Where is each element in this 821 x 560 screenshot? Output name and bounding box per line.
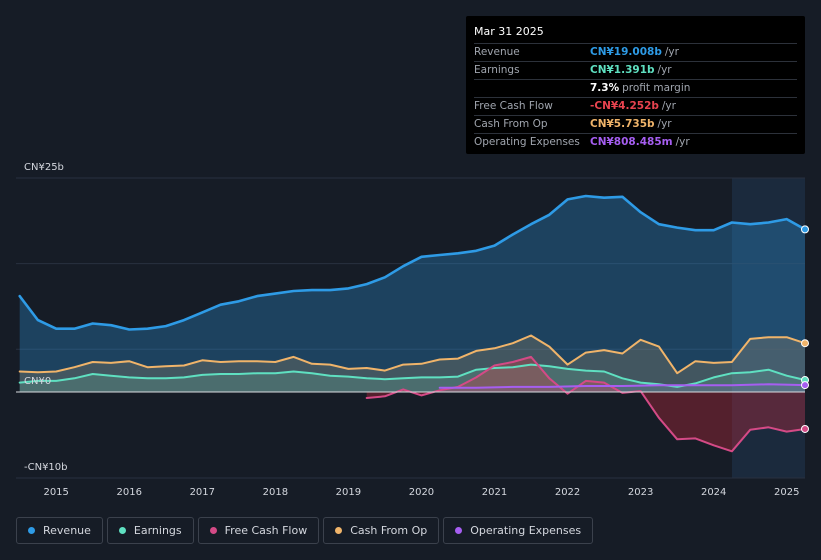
legend-dot-icon <box>455 527 463 534</box>
tooltip-row-unit: /yr <box>664 46 679 58</box>
legend-dot-icon <box>118 527 126 534</box>
tooltip-row-unit: /yr <box>661 100 676 112</box>
legend-label: Free Cash Flow <box>224 524 308 537</box>
tick-layer: CN¥25b CN¥0 -CN¥10b 2015 2016 2017 2018 2019 202… <box>24 162 799 498</box>
x-tick-label: 2015 <box>43 487 68 498</box>
legend-label: Earnings <box>133 524 182 537</box>
tooltip-row-label: Free Cash Flow <box>474 100 553 112</box>
tooltip-row-unit: /yr <box>657 64 672 76</box>
operating-expenses-area <box>439 384 805 392</box>
tooltip-date: Mar 31 2025 <box>474 25 544 38</box>
tooltip-rows: Revenue CN¥19.008b/yr Earnings CN¥1.391b/yr… <box>474 43 797 151</box>
tooltip-row-value: -CN¥4.252b <box>590 100 659 112</box>
tooltip-row: Cash From Op CN¥5.735b/yr <box>474 115 797 133</box>
tooltip-row-value: CN¥5.735b <box>590 118 655 130</box>
legend-item-operating-expenses[interactable]: Operating Expenses <box>443 517 594 544</box>
operating-expenses-line <box>438 383 806 389</box>
legend: Revenue Earnings Free Cash Flow Cash From O… <box>16 517 594 544</box>
tooltip-row-unit: /yr <box>657 118 672 130</box>
tooltip-row-value: CN¥1.391b <box>590 64 655 76</box>
legend-label: Cash From Op <box>350 524 428 537</box>
x-tick-label: 2017 <box>190 487 215 498</box>
x-tick-label: 2020 <box>409 487 434 498</box>
tooltip-row-label: Operating Expenses <box>474 136 580 148</box>
x-tick-label: 2019 <box>336 487 361 498</box>
earnings-line <box>18 363 806 388</box>
tooltip-panel: Mar 31 2025 Revenue CN¥19.008b/yr Earnings… <box>466 16 805 154</box>
cash-from-op-end-point <box>801 339 809 348</box>
y-tick-label: -CN¥10b <box>24 462 68 473</box>
revenue-end-point <box>801 225 809 234</box>
tooltip-row: Revenue CN¥19.008b/yr <box>474 43 797 61</box>
tooltip-row-value: 7.3% <box>590 82 620 94</box>
x-tick-label: 2022 <box>555 487 580 498</box>
line-layer <box>16 194 809 453</box>
y-tick-label: CN¥0 <box>24 376 51 387</box>
tooltip-row: Operating Expenses CN¥808.485m/yr <box>474 133 797 151</box>
legend-label: Revenue <box>43 524 91 537</box>
legend-dot-icon <box>209 527 217 534</box>
tooltip-row-value: CN¥19.008b <box>590 46 662 58</box>
x-tick-label: 2023 <box>628 487 653 498</box>
legend-item-revenue[interactable]: Revenue <box>16 517 103 544</box>
revenue-line <box>18 194 807 331</box>
legend-item-free-cash-flow[interactable]: Free Cash Flow <box>197 517 320 544</box>
cash-from-op-area <box>19 335 805 392</box>
tooltip-row-label: Cash From Op <box>474 118 548 130</box>
legend-dot-icon <box>28 527 35 534</box>
x-tick-label: 2025 <box>774 487 799 498</box>
legend-item-cash-from-op[interactable]: Cash From Op <box>323 517 440 544</box>
tooltip-row: 7.3% profit margin <box>474 79 797 97</box>
tooltip-row: Free Cash Flow -CN¥4.252b/yr <box>474 97 797 115</box>
area-layer <box>19 196 805 452</box>
tooltip-row-unit: profit margin <box>622 82 691 94</box>
cash-from-op-line <box>18 334 806 375</box>
tooltip-row: Earnings CN¥1.391b/yr <box>474 61 797 79</box>
tooltip-row-label: Revenue <box>474 46 520 58</box>
x-tick-label: 2018 <box>263 487 288 498</box>
x-tick-label: 2024 <box>701 487 726 498</box>
tooltip-row-value: CN¥808.485m <box>590 136 673 148</box>
legend-dot-icon <box>335 527 343 534</box>
free-cash-flow-area <box>366 356 805 452</box>
legend-label: Operating Expenses <box>470 524 582 537</box>
x-tick-label: 2016 <box>117 487 142 498</box>
revenue-area <box>19 196 805 392</box>
free-cash-flow-end-point <box>801 424 809 433</box>
free-cash-flow-line <box>365 355 806 453</box>
y-tick-label: CN¥25b <box>24 162 64 173</box>
legend-item-earnings[interactable]: Earnings <box>106 517 194 544</box>
operating-expenses-end-point <box>801 381 809 390</box>
tooltip-row-label: Earnings <box>474 64 520 76</box>
tooltip-row-unit: /yr <box>675 136 690 148</box>
x-tick-label: 2021 <box>482 487 507 498</box>
tooltip-row-label <box>474 80 590 97</box>
